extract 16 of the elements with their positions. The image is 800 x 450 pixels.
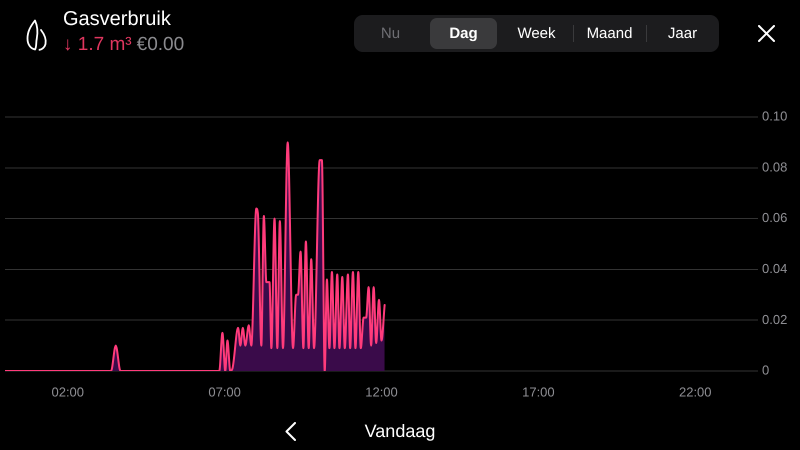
- y-tick-label: 0.04: [762, 260, 788, 276]
- x-tick-label: 02:00: [51, 384, 84, 400]
- y-tick-label: 0.10: [762, 108, 788, 124]
- text: €0.00: [136, 34, 184, 55]
- x-tick-label: 12:00: [365, 384, 398, 400]
- chart-title: Gasverbruik: [63, 8, 171, 31]
- chart-subtitle: ↓ 1.7 m³: [63, 34, 132, 55]
- text: Vandaag: [364, 421, 436, 441]
- x-tick-label: 17:00: [522, 384, 555, 400]
- x-tick-label: 07:00: [208, 384, 241, 400]
- y-tick-label: 0.08: [762, 159, 788, 174]
- y-tick-label: 0.06: [762, 210, 788, 226]
- x-tick-label: 22:00: [678, 384, 712, 400]
- segmented-control: Nu Dag Week Maand Jaar: [354, 15, 719, 52]
- y-tick-label: 0: [762, 362, 770, 378]
- y-tick-label: 0.02: [762, 312, 788, 327]
